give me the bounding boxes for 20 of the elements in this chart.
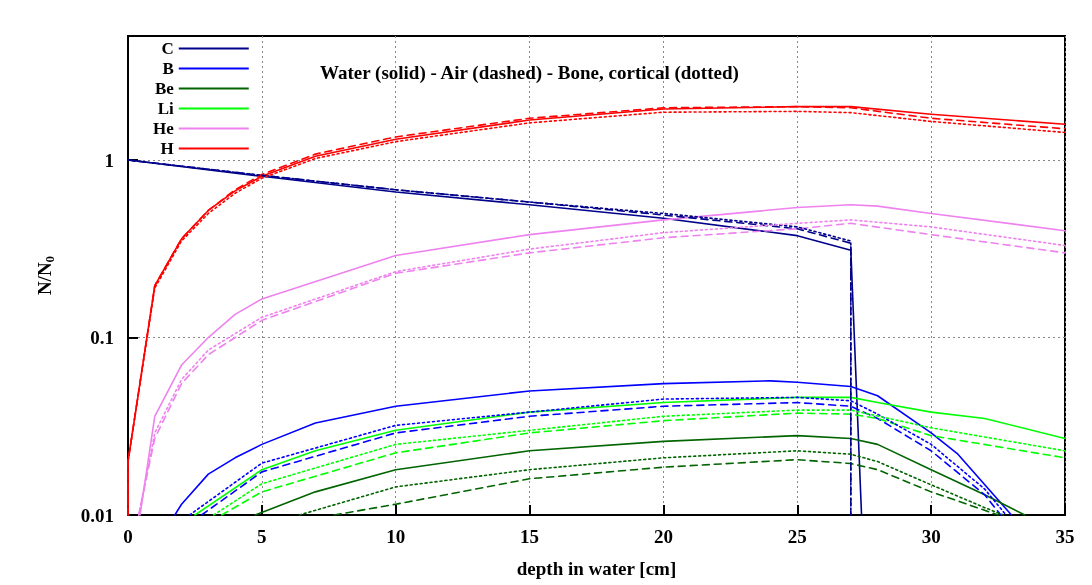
x-tick-label: 30 <box>921 526 941 547</box>
y-axis-title: N/N0 <box>34 255 57 296</box>
x-tick-label: 20 <box>653 526 673 547</box>
x-tick-label: 35 <box>1055 526 1075 547</box>
y-tick-label: 0.01 <box>80 504 114 526</box>
legend-label: H <box>160 139 174 158</box>
x-tick-label: 5 <box>257 526 267 547</box>
x-axis-title: depth in water [cm] <box>516 558 677 579</box>
x-tick-label: 0 <box>123 526 133 547</box>
legend-label: C <box>161 39 174 58</box>
legend-label: He <box>152 119 175 138</box>
x-tick-label: 25 <box>787 526 807 547</box>
legend-label: B <box>162 59 174 78</box>
legend-label: Be <box>154 79 175 98</box>
legend-label: Li <box>157 99 175 118</box>
x-tick-label: 15 <box>520 526 540 547</box>
x-tick-label: 10 <box>386 526 406 547</box>
y-tick-label: 1 <box>104 149 114 171</box>
text: Water (solid) - Air (dashed) - Bone, cortical (dotted) <box>320 62 739 84</box>
y-tick-label: 0.1 <box>90 327 114 349</box>
